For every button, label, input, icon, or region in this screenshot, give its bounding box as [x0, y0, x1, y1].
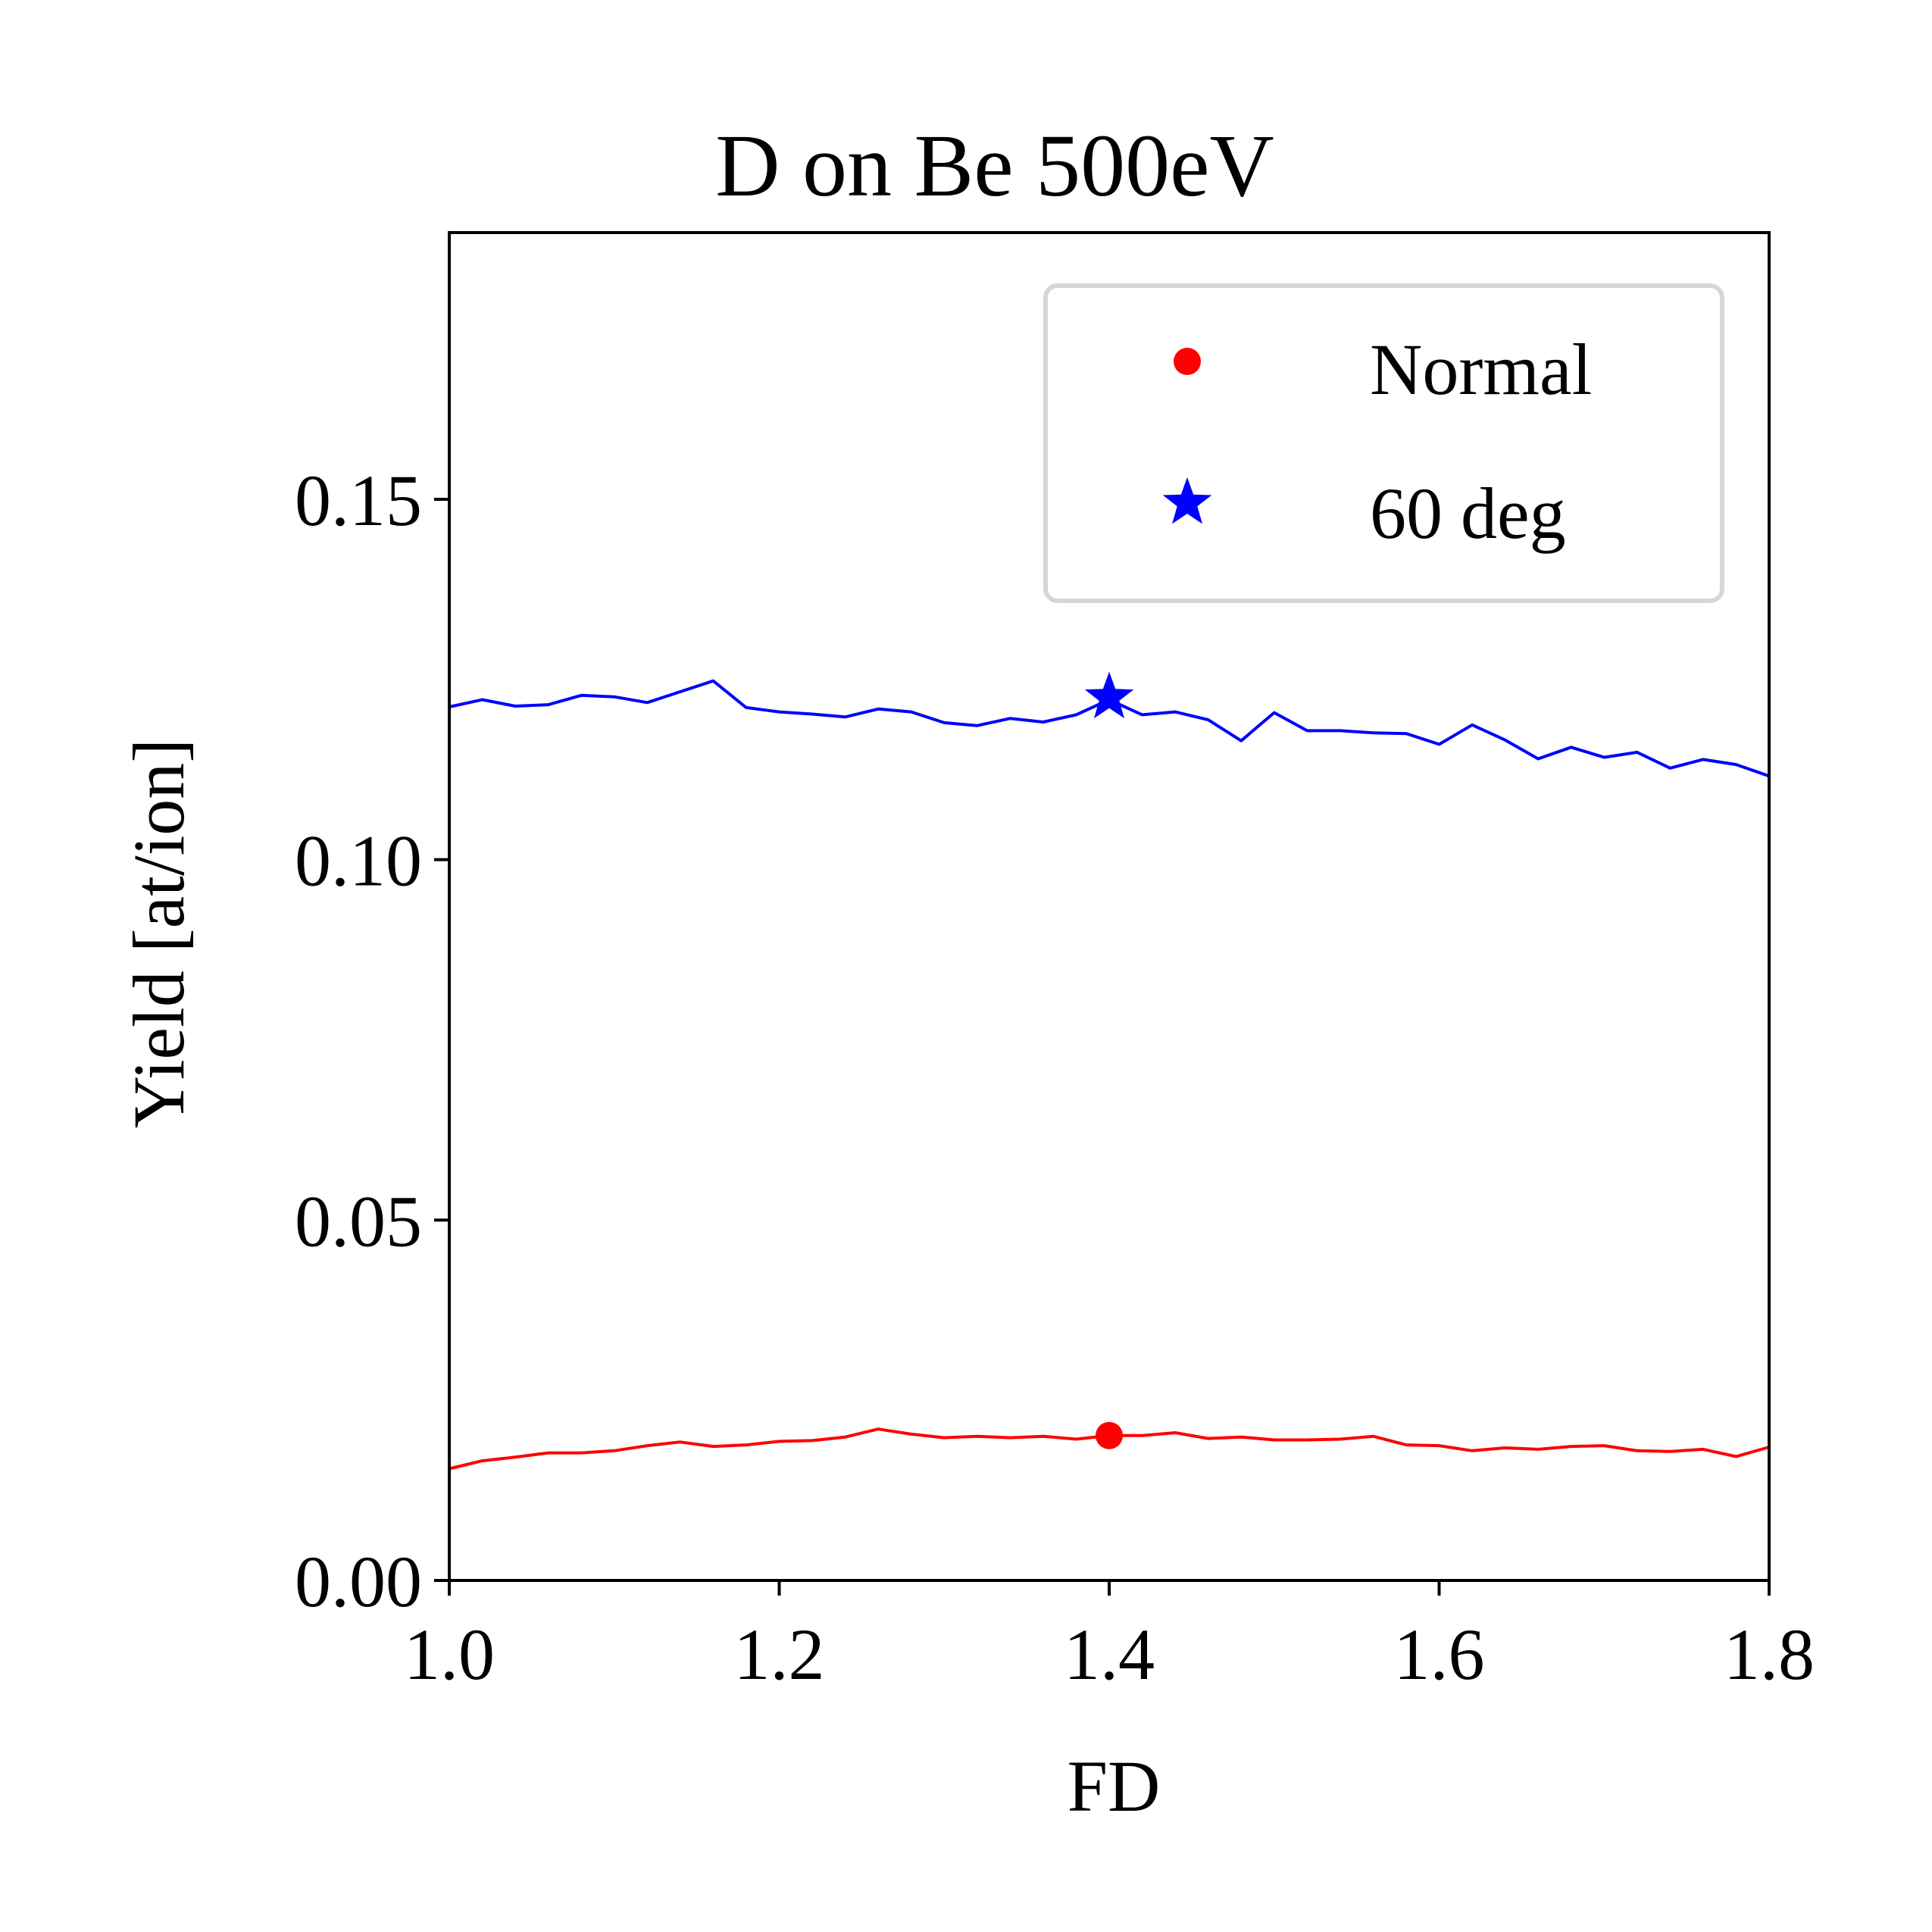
y-tick-label-1: 0.05: [295, 1180, 422, 1261]
y-tick-label-2: 0.10: [295, 821, 422, 902]
legend-label-60-deg: 60 deg: [1370, 473, 1566, 554]
x-tick-label-3: 1.6: [1394, 1614, 1485, 1695]
data-point-1: [1084, 671, 1134, 719]
x-tick-label-0: 1.0: [404, 1614, 495, 1695]
data-point-0: [1096, 1421, 1123, 1449]
legend-box: [1043, 283, 1724, 603]
y-axis-label: Yield [at/ion]: [118, 739, 199, 1129]
legend-marker-normal: [1174, 348, 1201, 375]
x-tick-label-2: 1.4: [1064, 1614, 1155, 1695]
x-tick-label-1: 1.2: [734, 1614, 825, 1695]
legend-marker-60-deg: [1162, 477, 1212, 524]
plot-area: 1.0 1.2 1.4 1.6 1.8 0.00 0.05 0.10 0.15: [295, 231, 1815, 1695]
chart-title: D on Be 500eV: [715, 116, 1274, 215]
y-tick-label-3: 0.15: [295, 460, 422, 541]
x-tick-label-4: 1.8: [1724, 1614, 1815, 1695]
y-tick-label-0: 0.00: [295, 1541, 422, 1622]
legend: Normal 60 deg: [1043, 283, 1724, 603]
legend-label-normal: Normal: [1370, 329, 1592, 410]
x-axis-label: FD: [1068, 1746, 1161, 1827]
